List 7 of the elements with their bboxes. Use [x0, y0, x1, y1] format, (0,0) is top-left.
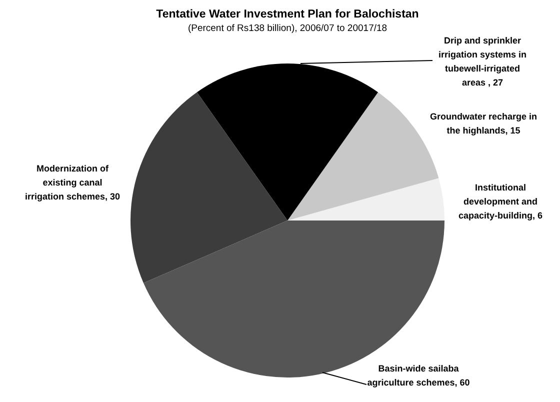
slice-label: Institutional development and capacity-building, 6 — [458, 182, 543, 220]
chart-title: Tentative Water Investment Plan for Balochistan — [156, 8, 419, 20]
chart-subtitle: (Percent of Rs138 billion), 2006/07 to 20017/18 — [188, 23, 388, 34]
slice-label: Groundwater recharge in the highlands, 15 — [430, 112, 538, 136]
slice-label: Drip and sprinkler irrigation systems in tubewell-irrigated areas , 27 — [438, 36, 527, 88]
slice-label: Modernization of existing canal irrigation schemes, 30 — [24, 164, 120, 202]
slice-label: Basin-wide sailaba agriculture schemes, 60 — [367, 364, 470, 388]
